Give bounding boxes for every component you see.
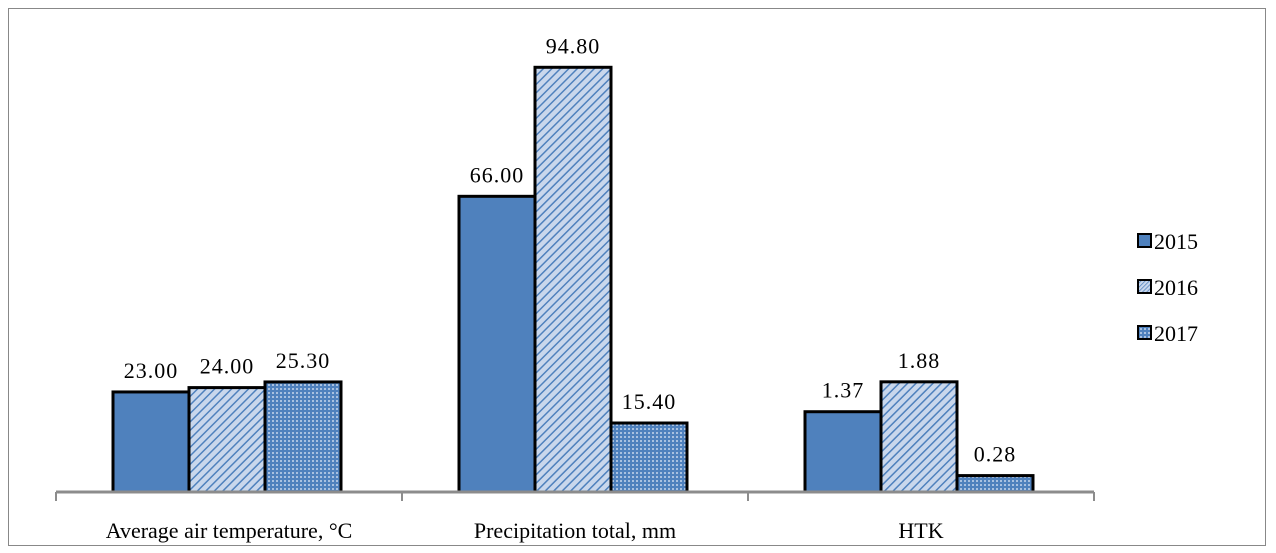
category-label: HTK — [898, 518, 943, 543]
data-label: 0.28 — [974, 442, 1017, 467]
data-label: 94.80 — [546, 33, 601, 58]
legend: 2015 2016 2017 — [1137, 229, 1198, 346]
data-label: 66.00 — [470, 162, 525, 187]
bar-2017-2 — [609, 421, 689, 494]
bar-2017-3 — [955, 474, 1035, 494]
legend-swatch-2015 — [1137, 233, 1152, 248]
data-label: 15.40 — [622, 389, 677, 414]
legend-label: 2017 — [1154, 321, 1198, 346]
bar-2016-1 — [187, 386, 267, 494]
x-axis: Average air temperature, °C Precipitation… — [55, 490, 1095, 543]
category-label: Average air temperature, °C — [106, 518, 353, 543]
data-label: 25.30 — [276, 348, 331, 373]
data-label: 23.00 — [124, 358, 179, 383]
data-label: 1.37 — [822, 378, 865, 403]
data-labels-layer: 23.00 24.00 25.30 66.00 94.80 15.40 1.37 1.88 0.… — [124, 33, 1017, 467]
bar-2016-2 — [533, 65, 613, 494]
bar-2015-1 — [111, 390, 191, 494]
data-label: 24.00 — [200, 354, 255, 379]
category-label: Precipitation total, mm — [474, 518, 676, 543]
legend-swatch-2017 — [1137, 325, 1152, 340]
bar-2017-1 — [263, 380, 343, 494]
bar-2015-2 — [457, 194, 537, 494]
bars-layer — [111, 65, 1035, 494]
legend-label: 2015 — [1154, 229, 1198, 254]
legend-swatch-2016 — [1137, 279, 1152, 294]
bar-2016-3 — [879, 380, 959, 494]
bar-2015-3 — [803, 410, 883, 494]
data-label: 1.88 — [898, 348, 941, 373]
legend-label: 2016 — [1154, 275, 1198, 300]
